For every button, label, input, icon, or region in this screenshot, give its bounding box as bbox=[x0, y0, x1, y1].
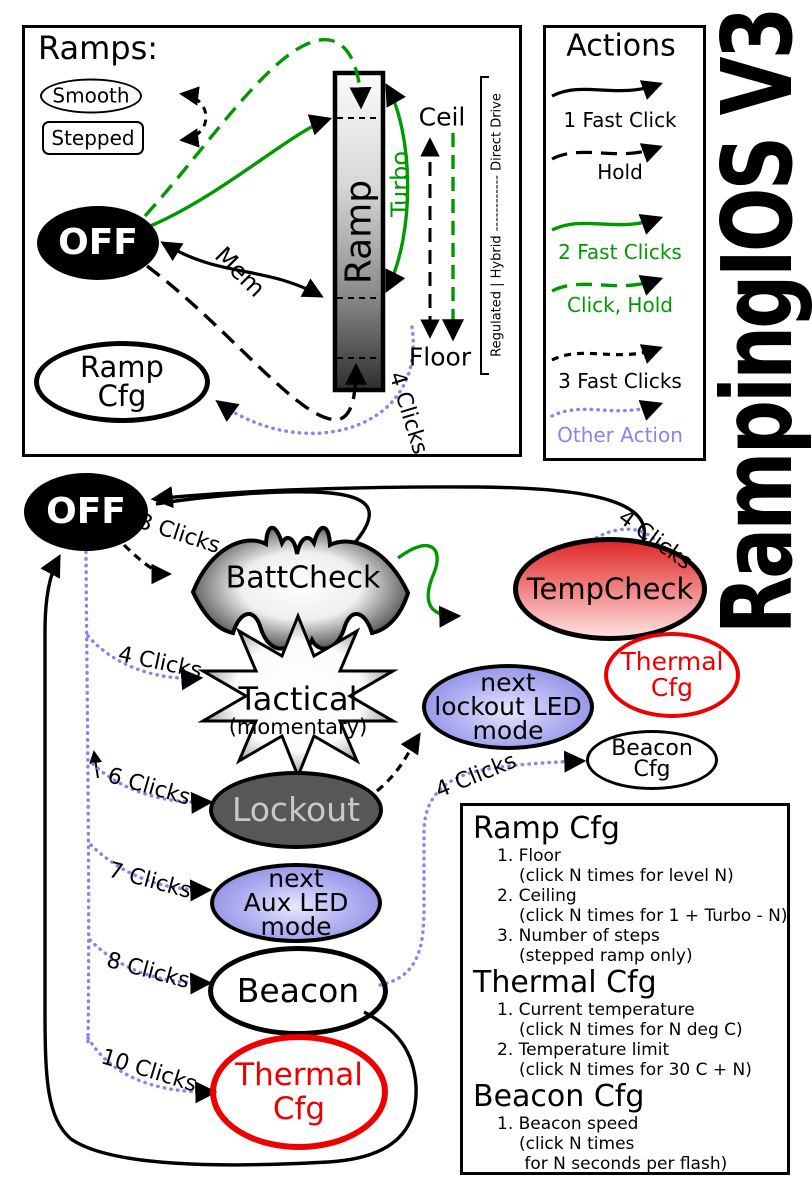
actions-box bbox=[543, 25, 706, 461]
legend-label-2-fast-clicks: 2 Fast Clicks bbox=[558, 240, 682, 264]
config-item: 2. Ceiling bbox=[497, 886, 577, 906]
label-drive-scale: Regulated | Hybrid ------------ Direct D… bbox=[489, 93, 505, 357]
node-smooth: Smooth bbox=[40, 78, 142, 114]
config-heading-thermal: Thermal Cfg bbox=[473, 965, 657, 1000]
config-item: 1. Beacon speed bbox=[497, 1114, 639, 1134]
config-box: Ramp Cfg 1. Floor (click N times for lev… bbox=[460, 803, 790, 1175]
legend-hold-arrow bbox=[551, 143, 663, 163]
config-item-detail: (click N times for N deg C) bbox=[519, 1020, 743, 1040]
config-item-detail: (click N times bbox=[519, 1134, 635, 1154]
label-floor: Floor bbox=[408, 342, 472, 372]
edge-battcheck-to-off bbox=[155, 490, 371, 548]
node-tempcheck: TempCheck bbox=[513, 537, 707, 641]
node-next-lockout-led-mode: next lockout LED mode bbox=[422, 664, 594, 750]
actions-box-title: Actions bbox=[566, 28, 676, 64]
legend-label-other-action: Other Action bbox=[557, 423, 683, 447]
edge-off-tactical-4clicks bbox=[86, 634, 204, 691]
edge-off-trunk-dotted bbox=[84, 550, 91, 1044]
node-lockout: Lockout bbox=[209, 771, 383, 849]
legend-label-click-hold: Click, Hold bbox=[567, 293, 673, 317]
ramps-box bbox=[22, 25, 522, 457]
edge-off-thermal-10clicks bbox=[86, 1036, 218, 1104]
edge-off-ceiling-2clicks bbox=[147, 114, 333, 229]
config-item-detail: (click N times for level N) bbox=[519, 866, 734, 886]
edge-off-mem bbox=[160, 241, 324, 298]
config-item: 2. Temperature limit bbox=[497, 1040, 670, 1060]
edge-ramp-rampcfg-4clicks bbox=[215, 325, 415, 436]
ramp-bar bbox=[332, 70, 386, 393]
config-heading-ramp: Ramp Cfg bbox=[473, 811, 620, 846]
label-ceil: Ceil bbox=[418, 102, 466, 132]
node-thermal-cfg-lower: Thermal Cfg bbox=[210, 1034, 388, 1150]
legend-label-1-fast-click: 1 Fast Click bbox=[563, 108, 677, 132]
node-off-top: OFF bbox=[37, 206, 159, 280]
battcheck-bat-shape bbox=[190, 525, 411, 651]
edge-beacon-loop-to-off bbox=[40, 554, 418, 1167]
config-item-detail: (click N times for 1 + Turbo - N) bbox=[519, 906, 788, 926]
legend-label-3-fast-clicks: 3 Fast Clicks bbox=[558, 369, 682, 393]
config-item-detail: (stepped ramp only) bbox=[519, 946, 693, 966]
node-beacon-cfg: Beacon Cfg bbox=[586, 730, 718, 790]
node-next-aux-led-mode: next Aux LED mode bbox=[210, 863, 382, 943]
legend-click-hold-arrow bbox=[551, 275, 664, 296]
edge-tempcheck-to-off bbox=[150, 485, 647, 550]
config-heading-beacon: Beacon Cfg bbox=[473, 1079, 645, 1114]
edge-lockout-return-arrowhead bbox=[89, 750, 103, 779]
node-ramp-cfg: Ramp Cfg bbox=[34, 341, 210, 423]
config-item: 3. Number of steps bbox=[497, 926, 660, 946]
config-item-detail: for N seconds per flash) bbox=[519, 1154, 728, 1174]
node-battcheck-label: BattCheck bbox=[225, 560, 381, 596]
node-tactical-label: Tactical bbox=[238, 680, 358, 718]
edge-lockout-lockoutled bbox=[375, 732, 421, 793]
ramp-bar-label: Ramp bbox=[338, 179, 380, 285]
edge-off-beacon-8clicks bbox=[88, 938, 213, 995]
edge-turbo-arc bbox=[385, 83, 410, 293]
label-turbo: Turbo bbox=[386, 150, 414, 218]
edge-off-turbo-clickhold bbox=[143, 38, 372, 218]
edge-off-auxled-7clicks bbox=[89, 843, 213, 902]
node-stepped: Stepped bbox=[42, 121, 144, 155]
node-tactical-sublabel: (momentary) bbox=[228, 715, 368, 739]
node-thermal-cfg-upper: Thermal Cfg bbox=[604, 632, 740, 718]
edge-off-battcheck-3clicks bbox=[122, 543, 173, 585]
legend-3-fast-clicks-arrow bbox=[551, 344, 663, 364]
edge-beacon-beaconcfg-4clicks bbox=[378, 750, 587, 987]
node-beacon: Beacon bbox=[208, 946, 388, 1036]
drive-scale-bracket bbox=[480, 76, 489, 375]
legend-other-action-arrow bbox=[550, 400, 664, 421]
legend-1-fast-click-arrow bbox=[551, 80, 663, 100]
edge-battcheck-tempcheck bbox=[396, 544, 462, 628]
config-item: 1. Floor bbox=[497, 846, 561, 866]
ramps-box-title: Ramps: bbox=[37, 29, 159, 67]
edge-off-lockout-6clicks bbox=[91, 762, 214, 814]
node-off-bottom: OFF bbox=[24, 473, 148, 551]
page-title: RampingIOS V3 bbox=[700, 9, 812, 635]
config-item: 1. Current temperature bbox=[497, 1000, 695, 1020]
legend-label-hold: Hold bbox=[597, 160, 643, 184]
legend-2-fast-clicks-arrow bbox=[551, 214, 664, 235]
config-item-detail: (click N times for 30 C + N) bbox=[519, 1060, 752, 1080]
